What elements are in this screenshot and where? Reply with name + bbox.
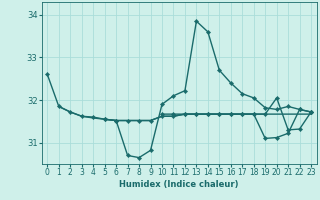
- X-axis label: Humidex (Indice chaleur): Humidex (Indice chaleur): [119, 180, 239, 189]
